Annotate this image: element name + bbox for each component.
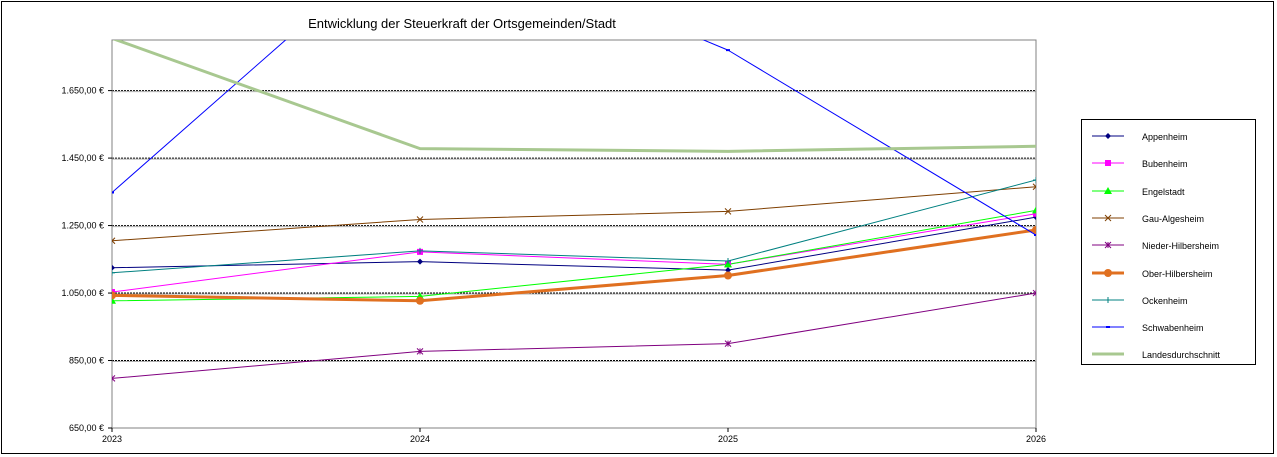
series-line-ober-hilbersheim <box>112 228 1036 303</box>
y-tick-label: 1.050,00 € <box>61 288 104 298</box>
data-point-gau-algesheim <box>1032 183 1036 191</box>
legend-item-schwabenheim: Schwabenheim <box>1082 319 1255 339</box>
legend-marker <box>1105 296 1111 303</box>
legend-swatch <box>1092 160 1124 167</box>
data-point-appenheim <box>417 258 423 265</box>
data-point-appenheim <box>725 267 731 274</box>
legend-label: Appenheim <box>1142 132 1188 142</box>
legend-swatch <box>1092 326 1124 329</box>
data-point-ober-hilbersheim <box>112 291 116 300</box>
legend-marker <box>1106 326 1110 329</box>
legend-marker <box>1105 160 1111 167</box>
legend-marker <box>1104 186 1112 194</box>
legend-item-bubenheim: Bubenheim <box>1082 155 1255 175</box>
legend-label: Ockenheim <box>1142 295 1188 306</box>
series-line-gau-algesheim <box>112 186 1036 242</box>
x-tick-label: 2023 <box>102 434 122 444</box>
series-line-ockenheim <box>112 179 1036 274</box>
chart-title: Entwicklung der Steuerkraft der Ortsgeme… <box>308 16 616 31</box>
legend-label: Landesdurchschnitt <box>1142 350 1221 361</box>
legend-marker <box>1104 241 1112 249</box>
legend-item-gau-algesheim: Gau-Algesheim <box>1082 210 1255 230</box>
data-point-nieder-hilbersheim <box>416 348 424 355</box>
chart-legend: Appenheim Bubenheim Engelstadt Gau-Algeshei… <box>1081 119 1256 365</box>
legend-label: Bubenheim <box>1142 159 1188 170</box>
x-tick-label: 2026 <box>1026 434 1046 444</box>
data-point-nieder-hilbersheim <box>112 375 116 382</box>
data-point-ockenheim <box>725 257 731 264</box>
legend-label: Schwabenheim <box>1142 323 1204 334</box>
data-point-gau-algesheim <box>416 216 424 223</box>
x-tick-label: 2024 <box>410 434 430 444</box>
legend-swatch <box>1092 133 1124 139</box>
legend-marker <box>1104 214 1112 222</box>
data-point-ockenheim <box>112 269 115 276</box>
data-point-appenheim <box>112 264 115 271</box>
y-tick-label: 1.450,00 € <box>61 153 104 163</box>
legend-swatch <box>1092 214 1124 222</box>
legend-label: Engelstadt <box>1142 186 1185 197</box>
data-point-ockenheim <box>1033 177 1036 184</box>
data-point-engelstadt <box>1032 206 1036 214</box>
series-line-nieder-hilbersheim <box>112 292 1036 379</box>
legend-marker <box>1105 133 1111 139</box>
legend-label: Ober-Hilbersheim <box>1142 268 1213 279</box>
data-point-schwabenheim <box>726 49 730 52</box>
data-point-gau-algesheim <box>112 237 116 245</box>
legend-swatch <box>1092 296 1124 303</box>
series-line-bubenheim <box>112 213 1036 293</box>
legend-item-engelstadt: Engelstadt <box>1082 183 1255 203</box>
data-point-schwabenheim <box>112 191 114 194</box>
legend-item-ockenheim: Ockenheim <box>1082 292 1255 312</box>
y-tick-label: 850,00 € <box>69 356 104 366</box>
x-tick-label: 2025 <box>718 434 738 444</box>
legend-item-appenheim: Appenheim <box>1082 128 1255 148</box>
y-tick-label: 1.250,00 € <box>61 221 104 231</box>
data-point-nieder-hilbersheim <box>1032 289 1036 297</box>
legend-swatch <box>1092 241 1124 249</box>
legend-swatch <box>1092 352 1124 356</box>
data-point-gau-algesheim <box>724 208 732 215</box>
data-point-ober-hilbersheim <box>724 271 732 280</box>
legend-item-landesdurchschnitt: Landesdurchschnitt <box>1082 346 1255 366</box>
legend-item-nieder-hilbersheim: Nieder-Hilbersheim <box>1082 237 1255 257</box>
data-point-nieder-hilbersheim <box>724 340 732 348</box>
y-tick-label: 1.650,00 € <box>61 86 104 96</box>
legend-swatch <box>1092 268 1124 277</box>
data-point-bubenheim <box>1033 210 1036 217</box>
data-point-schwabenheim <box>1034 234 1036 237</box>
legend-label: Gau-Algesheim <box>1142 213 1205 224</box>
data-point-ockenheim <box>417 247 423 254</box>
legend-item-ober-hilbersheim: Ober-Hilbersheim <box>1082 265 1255 285</box>
data-point-ober-hilbersheim <box>1032 225 1036 234</box>
legend-marker <box>1104 268 1112 277</box>
plot-area <box>111 39 1037 429</box>
series-line-schwabenheim <box>112 40 1036 236</box>
legend-swatch <box>1092 186 1124 194</box>
legend-label: Nieder-Hilbersheim <box>1142 241 1220 252</box>
series-line-appenheim <box>112 216 1036 271</box>
y-tick-label: 650,00 € <box>69 423 104 433</box>
data-point-ober-hilbersheim <box>416 296 424 305</box>
series-line-landesdurchschnitt <box>112 40 1036 153</box>
